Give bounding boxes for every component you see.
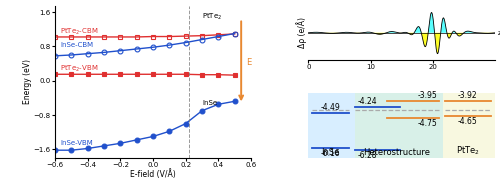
Text: -4.75: -4.75 (418, 119, 437, 128)
Text: -4.65: -4.65 (458, 117, 478, 126)
Text: -3.95: -3.95 (418, 91, 437, 100)
Text: -6.16: -6.16 (321, 149, 340, 158)
Text: -4.49: -4.49 (321, 103, 340, 112)
Text: InSe-VBM: InSe-VBM (60, 140, 92, 146)
Y-axis label: Energy (eV): Energy (eV) (24, 59, 32, 104)
Text: -4.24: -4.24 (358, 97, 378, 106)
Text: InSe-CBM: InSe-CBM (60, 42, 93, 48)
Text: InSe: InSe (202, 100, 217, 106)
Text: PtTe$_2$: PtTe$_2$ (456, 145, 480, 157)
Bar (355, 92, 444, 158)
X-axis label: E-field (V/Å): E-field (V/Å) (130, 169, 176, 179)
Text: PtTe$_2$-CBM: PtTe$_2$-CBM (60, 27, 98, 37)
Text: Heterostructure: Heterostructure (364, 148, 430, 157)
Text: -3.92: -3.92 (458, 91, 477, 100)
Text: PtTe$_2$: PtTe$_2$ (202, 12, 222, 22)
Bar (308, 92, 355, 158)
Text: E: E (246, 58, 252, 67)
Bar (442, 92, 495, 158)
Y-axis label: Δρ (e/Å): Δρ (e/Å) (296, 17, 307, 48)
Text: z (Å): z (Å) (498, 29, 500, 37)
Text: InSe: InSe (322, 148, 340, 157)
Text: -6.28: -6.28 (358, 151, 378, 160)
Text: PtTe$_2$-VBM: PtTe$_2$-VBM (60, 64, 98, 74)
